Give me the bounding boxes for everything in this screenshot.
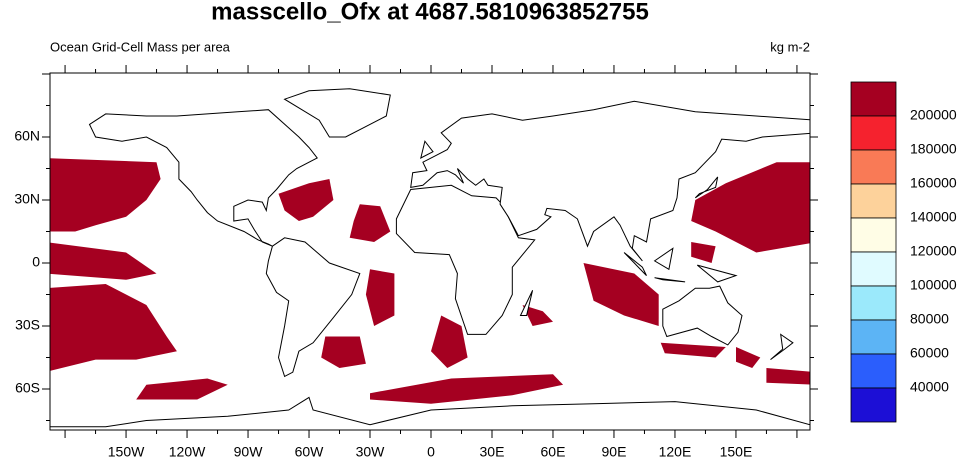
ocean-shading bbox=[321, 336, 366, 368]
y-tick-label: 60S bbox=[15, 380, 40, 396]
ocean-shading bbox=[583, 263, 659, 326]
x-tick-label: 90E bbox=[602, 444, 627, 460]
ocean-shading bbox=[136, 378, 228, 400]
colorbar-box bbox=[850, 251, 897, 287]
colorbar-box bbox=[850, 387, 897, 423]
x-tick-label: 120W bbox=[169, 444, 206, 460]
land bbox=[654, 277, 686, 283]
y-tick-label: 0 bbox=[32, 254, 40, 270]
colorbar-label: 200000 bbox=[910, 107, 957, 123]
y-tick-label: 60N bbox=[14, 128, 40, 144]
ocean-shading bbox=[691, 162, 810, 253]
y-tick-label: 30N bbox=[14, 191, 40, 207]
right-subtitle: kg m-2 bbox=[770, 39, 810, 54]
land bbox=[395, 184, 536, 335]
map-title: masscello_Ofx at 4687.5810963852755 bbox=[211, 0, 649, 25]
land bbox=[519, 290, 534, 316]
left-subtitle: Ocean Grid-Cell Mass per area bbox=[50, 39, 231, 54]
land bbox=[662, 285, 743, 346]
colorbar-box bbox=[850, 183, 897, 219]
colorbar-label: 80000 bbox=[910, 311, 949, 327]
colorbar-box bbox=[850, 115, 897, 151]
colorbar-label: 100000 bbox=[910, 277, 957, 293]
x-tick-label: 0 bbox=[427, 444, 435, 460]
land bbox=[623, 252, 647, 276]
ocean-shading bbox=[349, 204, 391, 242]
land bbox=[50, 396, 810, 430]
ocean-shading bbox=[660, 342, 726, 358]
land bbox=[410, 100, 810, 262]
ocean-shading bbox=[50, 242, 157, 280]
land bbox=[283, 88, 391, 138]
colorbar-box bbox=[850, 319, 897, 355]
x-tick-label: 60E bbox=[541, 444, 566, 460]
land bbox=[653, 247, 674, 271]
ocean-shading bbox=[365, 269, 395, 326]
ocean-shading bbox=[691, 242, 716, 263]
ocean-shading bbox=[522, 305, 553, 326]
land bbox=[88, 109, 318, 247]
colorbar-label: 60000 bbox=[910, 345, 949, 361]
land bbox=[770, 333, 794, 361]
y-tick-label: 30S bbox=[15, 317, 40, 333]
land bbox=[694, 176, 719, 199]
ocean-shading bbox=[736, 347, 761, 368]
map-area bbox=[50, 88, 810, 430]
x-tick-label: 150E bbox=[720, 444, 753, 460]
colorbar-box bbox=[850, 217, 897, 253]
colorbar-label: 180000 bbox=[910, 141, 957, 157]
x-tick-label: 150W bbox=[108, 444, 145, 460]
ocean-shading bbox=[431, 315, 468, 368]
x-tick-label: 120E bbox=[659, 444, 692, 460]
x-tick-label: 30E bbox=[480, 444, 505, 460]
colorbar-box bbox=[850, 353, 897, 389]
ticks: 150W 120W 90W 60W 30W 0 30E 60E 90E 120E 150E 60N 30… bbox=[14, 65, 818, 460]
ocean-shading bbox=[50, 158, 161, 232]
x-tick-label: 30W bbox=[356, 444, 386, 460]
colorbar-box bbox=[850, 285, 897, 321]
x-tick-label: 60W bbox=[295, 444, 325, 460]
colorbar-label: 140000 bbox=[910, 209, 957, 225]
land bbox=[265, 237, 361, 378]
colorbar-label: 40000 bbox=[910, 379, 949, 395]
x-tick-label: 90W bbox=[234, 444, 264, 460]
colorbar-box bbox=[850, 149, 897, 185]
ocean-shading bbox=[370, 374, 564, 404]
land bbox=[696, 264, 738, 283]
ocean-shading bbox=[278, 179, 334, 221]
colorbar-label: 120000 bbox=[910, 243, 957, 259]
land bbox=[420, 140, 434, 159]
ocean-shading bbox=[50, 284, 177, 371]
plot-frame bbox=[49, 72, 811, 431]
ocean-shading bbox=[766, 368, 810, 385]
colorbar-box bbox=[850, 81, 897, 117]
colorbar: 200000 180000 160000 140000 120000 100000 8000… bbox=[850, 81, 957, 423]
colorbar-label: 160000 bbox=[910, 175, 957, 191]
